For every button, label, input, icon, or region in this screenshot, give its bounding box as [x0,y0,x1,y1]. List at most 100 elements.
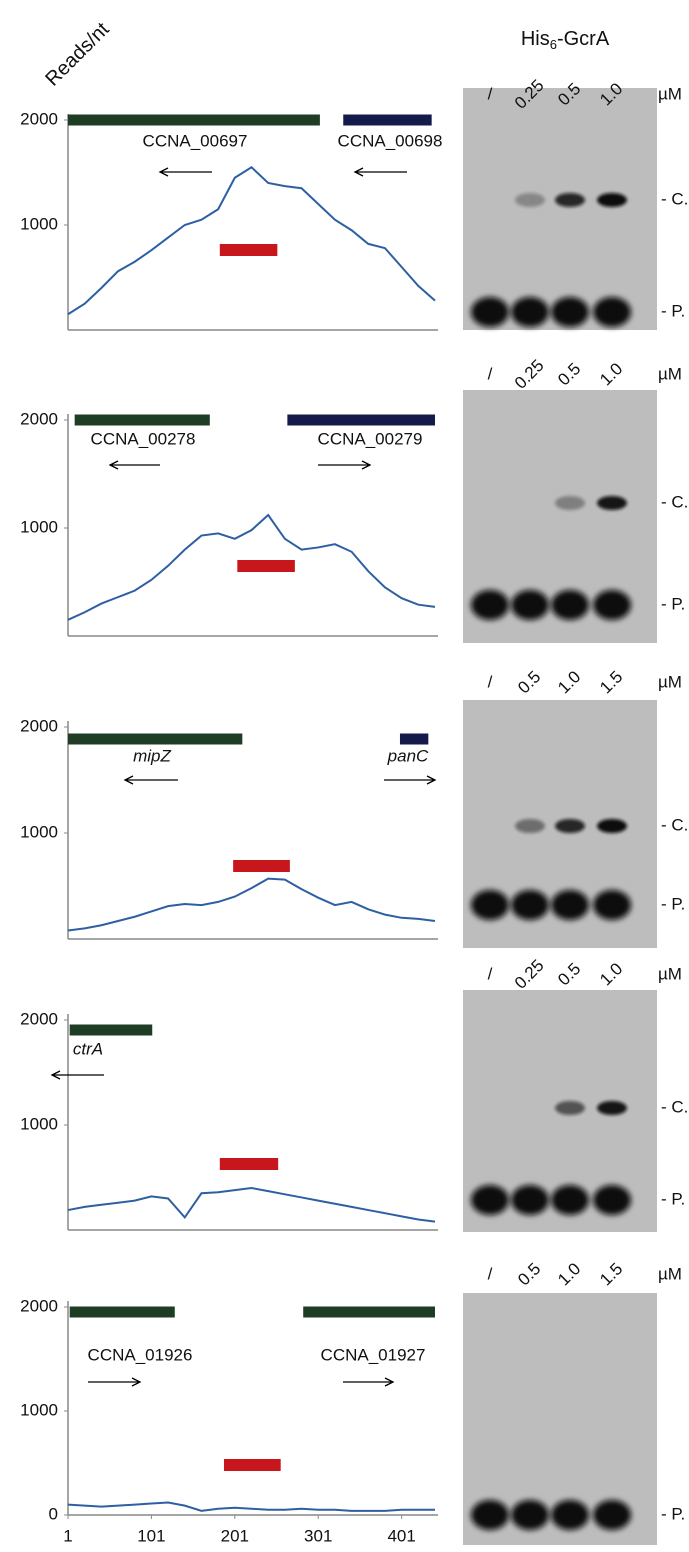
probe-bar [219,244,278,256]
lane-label: 1.0 [554,667,584,697]
unit-label: µM [658,1264,682,1283]
gel-band [551,297,589,327]
y-tick-label: 2000 [20,109,58,128]
gel-band [551,1500,589,1530]
unit-label: µM [658,84,682,103]
gel-band [515,193,545,207]
y-tick-label: 1000 [20,822,58,841]
lane-label: / [488,364,493,383]
gel-band [555,819,585,833]
gene-arrow [384,775,437,785]
band-label: - P. [661,301,685,320]
lane-label: 1.0 [554,1259,584,1289]
gel-band [511,297,549,327]
x-tick-label: 201 [221,1526,249,1545]
probe-bar [237,560,295,572]
gel-band [597,193,627,207]
gel-band [471,1185,509,1215]
gel-band [555,496,585,510]
lane-label: / [488,1264,493,1283]
unit-label: µM [658,364,682,383]
gene-arrow [353,167,407,177]
probe-bar [233,860,290,872]
lane-label: 0.5 [554,959,584,989]
gel-band [511,1185,549,1215]
coverage-line [67,1186,436,1223]
gel-header: His6-GcrA [521,28,610,52]
lane-label: 0.5 [554,359,584,389]
gel-band [551,1185,589,1215]
gene-label: CCNA_00278 [91,429,196,448]
gene-bar [287,414,435,426]
gel-band [551,890,589,920]
y-tick-label: 2000 [20,409,58,428]
gene-label: CCNA_00279 [318,429,423,448]
band-label: - P. [661,1189,685,1208]
gene-arrow [158,167,212,177]
gene-arrow [318,460,372,470]
gene-label: panC [387,746,429,765]
header-main: His [521,28,550,50]
unit-label: µM [658,964,682,983]
gene-arrow [88,1377,142,1387]
gel-band [471,297,509,327]
y-tick-label: 1000 [20,1114,58,1133]
band-label: - C. [661,815,688,834]
lane-label: 0.5 [514,1259,544,1289]
band-label: - P. [661,1504,685,1523]
gel-band [471,590,509,620]
gel-band [515,819,545,833]
gene-label: mipZ [133,746,171,765]
probe-bar [223,1459,281,1471]
gel-band [471,890,509,920]
coverage-line [67,513,436,621]
gene-label: CCNA_01927 [321,1345,426,1364]
gene-arrow [108,460,160,470]
gel-band [597,496,627,510]
y-tick-label: 2000 [20,1009,58,1028]
gene-bar [68,733,243,745]
x-tick-label: 301 [304,1526,332,1545]
coverage-line [67,165,436,316]
x-tick-label: 1 [63,1526,72,1545]
y-tick-label: 1000 [20,517,58,536]
lane-label: 1.0 [596,959,626,989]
gel-band [551,590,589,620]
gel-band [597,1101,627,1115]
band-label: - P. [661,894,685,913]
lane-label: 1.5 [596,1259,626,1289]
gel-band [555,1101,585,1115]
y-axis-label: Reads/nt [41,18,113,90]
lane-label: 0.25 [511,356,548,393]
gel-image [463,88,657,330]
gel-band [511,590,549,620]
gene-arrow [50,1070,104,1080]
gel-band [511,890,549,920]
lane-label: 0.5 [514,667,544,697]
lane-label: / [488,964,493,983]
x-tick-label: 101 [137,1526,165,1545]
y-tick-label: 1000 [20,1400,58,1419]
gene-arrow [123,775,178,785]
gene-arrow [343,1377,395,1387]
band-label: - P. [661,594,685,613]
header-rest: -GcrA [557,28,610,50]
coverage-line [67,877,436,932]
y-tick-label: 2000 [20,1296,58,1315]
lane-label: / [488,672,493,691]
gel-band [593,297,631,327]
lane-label: 0.25 [511,956,548,993]
gel-band [555,193,585,207]
gene-bar [69,1306,175,1318]
unit-label: µM [658,672,682,691]
band-label: - C. [661,492,688,511]
gene-label: CCNA_01926 [88,1345,193,1364]
lane-label: 1.5 [596,667,626,697]
gene-bar [303,1306,435,1318]
x-tick-label: 401 [387,1526,415,1545]
y-tick-label: 1000 [20,214,58,233]
gel-band [593,1185,631,1215]
y-tick-label: 2000 [20,716,58,735]
gel-band [593,590,631,620]
band-label: - C. [661,189,688,208]
